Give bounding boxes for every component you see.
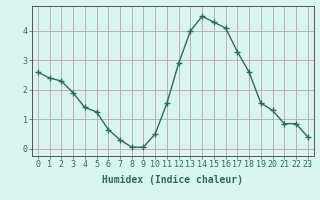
X-axis label: Humidex (Indice chaleur): Humidex (Indice chaleur) [102,175,243,185]
